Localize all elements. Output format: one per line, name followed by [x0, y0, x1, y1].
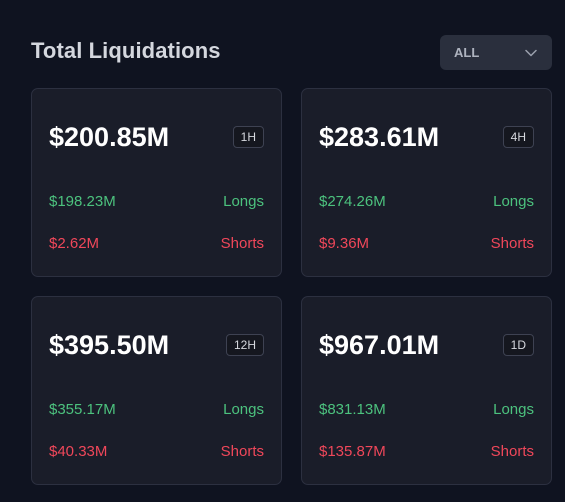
total-liquidation-value: $395.50M	[49, 330, 170, 360]
shorts-value: $2.62M	[49, 235, 100, 252]
longs-label: Longs	[223, 193, 264, 210]
liquidation-card-4h: $283.61M 4H $274.26M Longs $9.36M Shorts	[301, 88, 552, 277]
longs-row: $198.23M Longs	[49, 193, 264, 210]
shorts-value: $40.33M	[49, 443, 108, 460]
shorts-label: Shorts	[220, 235, 264, 252]
period-badge: 1H	[232, 126, 264, 148]
timeframe-filter-dropdown[interactable]: ALL	[440, 35, 552, 70]
page-title: Total Liquidations	[31, 38, 221, 63]
shorts-label: Shorts	[490, 443, 534, 460]
shorts-label: Shorts	[220, 443, 264, 460]
total-liquidation-value: $283.61M	[319, 122, 440, 152]
longs-value: $355.17M	[49, 401, 116, 418]
total-liquidation-value: $967.01M	[319, 330, 440, 360]
liquidation-card-1h: $200.85M 1H $198.23M Longs $2.62M Shorts	[31, 88, 282, 277]
longs-row: $831.13M Longs	[319, 401, 534, 418]
longs-label: Longs	[493, 193, 534, 210]
liquidation-card-1d: $967.01M 1D $831.13M Longs $135.87M Shor…	[301, 296, 552, 485]
shorts-row: $135.87M Shorts	[319, 443, 534, 460]
longs-value: $198.23M	[49, 193, 116, 210]
period-badge: 1D	[502, 334, 534, 356]
filter-selected-value: ALL	[454, 45, 480, 60]
period-badge: 12H	[225, 334, 264, 356]
longs-value: $831.13M	[319, 401, 386, 418]
longs-value: $274.26M	[319, 193, 386, 210]
longs-row: $274.26M Longs	[319, 193, 534, 210]
longs-label: Longs	[223, 401, 264, 418]
chevron-down-icon	[520, 42, 542, 64]
total-liquidation-value: $200.85M	[49, 122, 170, 152]
liquidation-card-12h: $395.50M 12H $355.17M Longs $40.33M Shor…	[31, 296, 282, 485]
period-badge: 4H	[502, 126, 534, 148]
shorts-label: Shorts	[490, 235, 534, 252]
shorts-row: $40.33M Shorts	[49, 443, 264, 460]
longs-label: Longs	[493, 401, 534, 418]
shorts-value: $9.36M	[319, 235, 370, 252]
shorts-value: $135.87M	[319, 443, 386, 460]
shorts-row: $2.62M Shorts	[49, 235, 264, 252]
shorts-row: $9.36M Shorts	[319, 235, 534, 252]
longs-row: $355.17M Longs	[49, 401, 264, 418]
